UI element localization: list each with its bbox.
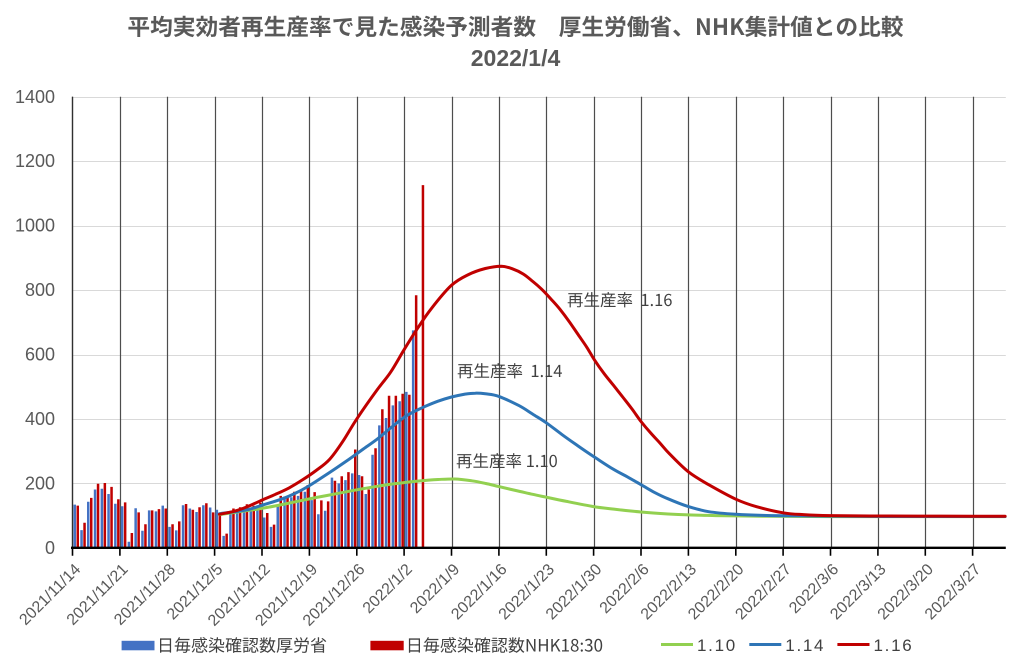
svg-text:1.10: 1.10 [697, 636, 737, 655]
svg-text:2022/1/4: 2022/1/4 [471, 45, 561, 71]
svg-text:800: 800 [25, 280, 55, 300]
svg-text:1400: 1400 [15, 87, 55, 107]
svg-text:200: 200 [25, 473, 55, 493]
svg-text:1.14: 1.14 [785, 636, 825, 655]
svg-text:400: 400 [25, 409, 55, 429]
svg-text:1.16: 1.16 [874, 636, 914, 655]
svg-text:0: 0 [45, 538, 55, 558]
svg-text:1000: 1000 [15, 216, 55, 236]
svg-text:1200: 1200 [15, 151, 55, 171]
svg-text:600: 600 [25, 345, 55, 365]
